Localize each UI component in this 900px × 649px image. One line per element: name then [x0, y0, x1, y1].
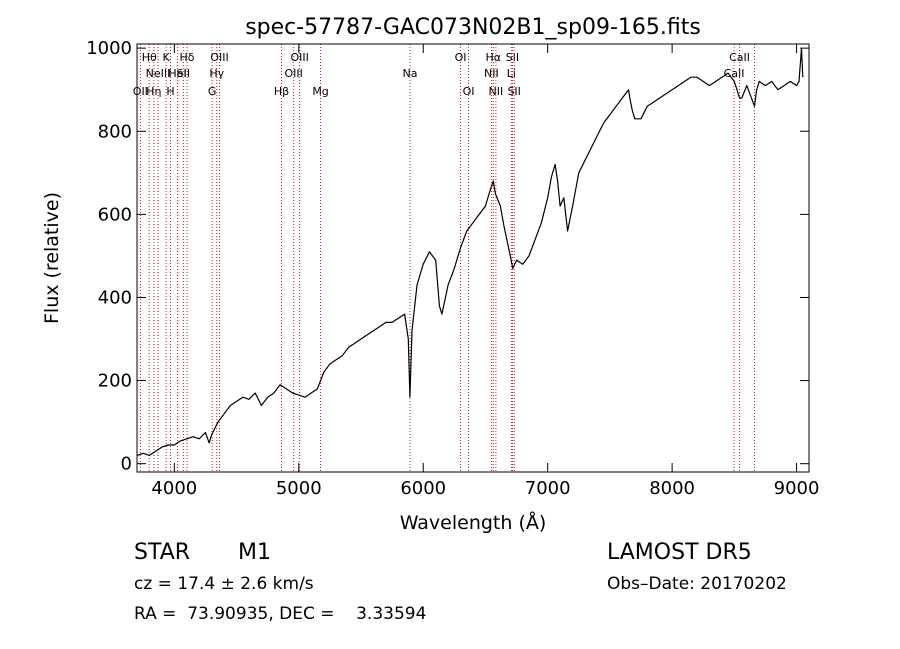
line-label-1: Hθ — [142, 51, 157, 64]
y-tick-label-800: 800 — [98, 121, 132, 142]
line-label-4: K — [163, 51, 171, 64]
line-label-14: OIII — [290, 51, 308, 64]
redshift-readout: cz = 17.4 ± 2.6 km/s — [134, 574, 314, 594]
spectrum-data — [136, 47, 804, 456]
line-label-19: NII — [484, 67, 499, 80]
line-label-15: Mg — [312, 85, 328, 98]
line-label-3: NeIII — [146, 67, 171, 80]
line-label-5: H — [166, 85, 174, 98]
x-tick-label-8000: 8000 — [649, 478, 695, 499]
line-label-9: G — [208, 85, 217, 98]
object-subclass: M1 — [238, 540, 271, 565]
line-label-12: Hβ — [274, 85, 289, 98]
line-label-22: Li — [507, 67, 516, 80]
plot-frame — [136, 43, 810, 473]
object-class: STAR — [134, 540, 191, 565]
line-label-18: OI — [463, 85, 475, 98]
line-label-21: NII — [489, 85, 504, 98]
line-label-6: HeI — [168, 67, 186, 80]
coordinates-readout: RA = 73.90935, DEC = 3.33594 — [134, 604, 427, 624]
spectrum-line-0 — [136, 47, 804, 456]
y-axis-label: Flux (relative) — [41, 192, 63, 324]
y-tick-label-400: 400 — [98, 287, 132, 308]
y-tick-label-600: 600 — [98, 204, 132, 225]
line-label-7: SII — [177, 67, 190, 80]
y-tick-label-0: 0 — [121, 454, 132, 475]
y-tick-label-1000: 1000 — [86, 38, 132, 59]
line-label-25: CaII — [724, 67, 745, 80]
line-label-26: CaII — [729, 51, 750, 64]
survey-name: LAMOST DR5 — [607, 540, 752, 565]
emission-line-markers: OIIHθHηNeIIIKHHeISIIHδGHγOIIIHβOIIIOIIIM… — [133, 44, 755, 472]
axes: 4000 5000 6000 7000 8000 9000 0 200 400 600 800 100… — [86, 38, 819, 499]
line-label-13: OIII — [284, 67, 302, 80]
x-tick-label-9000: 9000 — [774, 478, 820, 499]
observation-date: Obs–Date: 20170202 — [607, 574, 787, 594]
x-tick-label-5000: 5000 — [276, 478, 322, 499]
line-label-10: Hγ — [209, 67, 224, 80]
chart-title: spec-57787-GAC073N02B1_sp09-165.fits — [245, 15, 701, 40]
line-label-17: OI — [455, 51, 467, 64]
line-label-8: Hδ — [180, 51, 195, 64]
line-label-20: Hα — [486, 51, 502, 64]
line-label-16: Na — [403, 67, 418, 80]
line-label-24: SII — [507, 85, 520, 98]
x-tick-label-6000: 6000 — [400, 478, 446, 499]
x-tick-label-4000: 4000 — [151, 478, 197, 499]
x-axis-label: Wavelength (Å) — [400, 511, 547, 534]
line-label-11: OIII — [210, 51, 228, 64]
y-tick-label-200: 200 — [98, 371, 132, 392]
x-tick-label-7000: 7000 — [525, 478, 571, 499]
line-label-2: Hη — [146, 85, 161, 98]
line-label-23: SII — [506, 51, 519, 64]
